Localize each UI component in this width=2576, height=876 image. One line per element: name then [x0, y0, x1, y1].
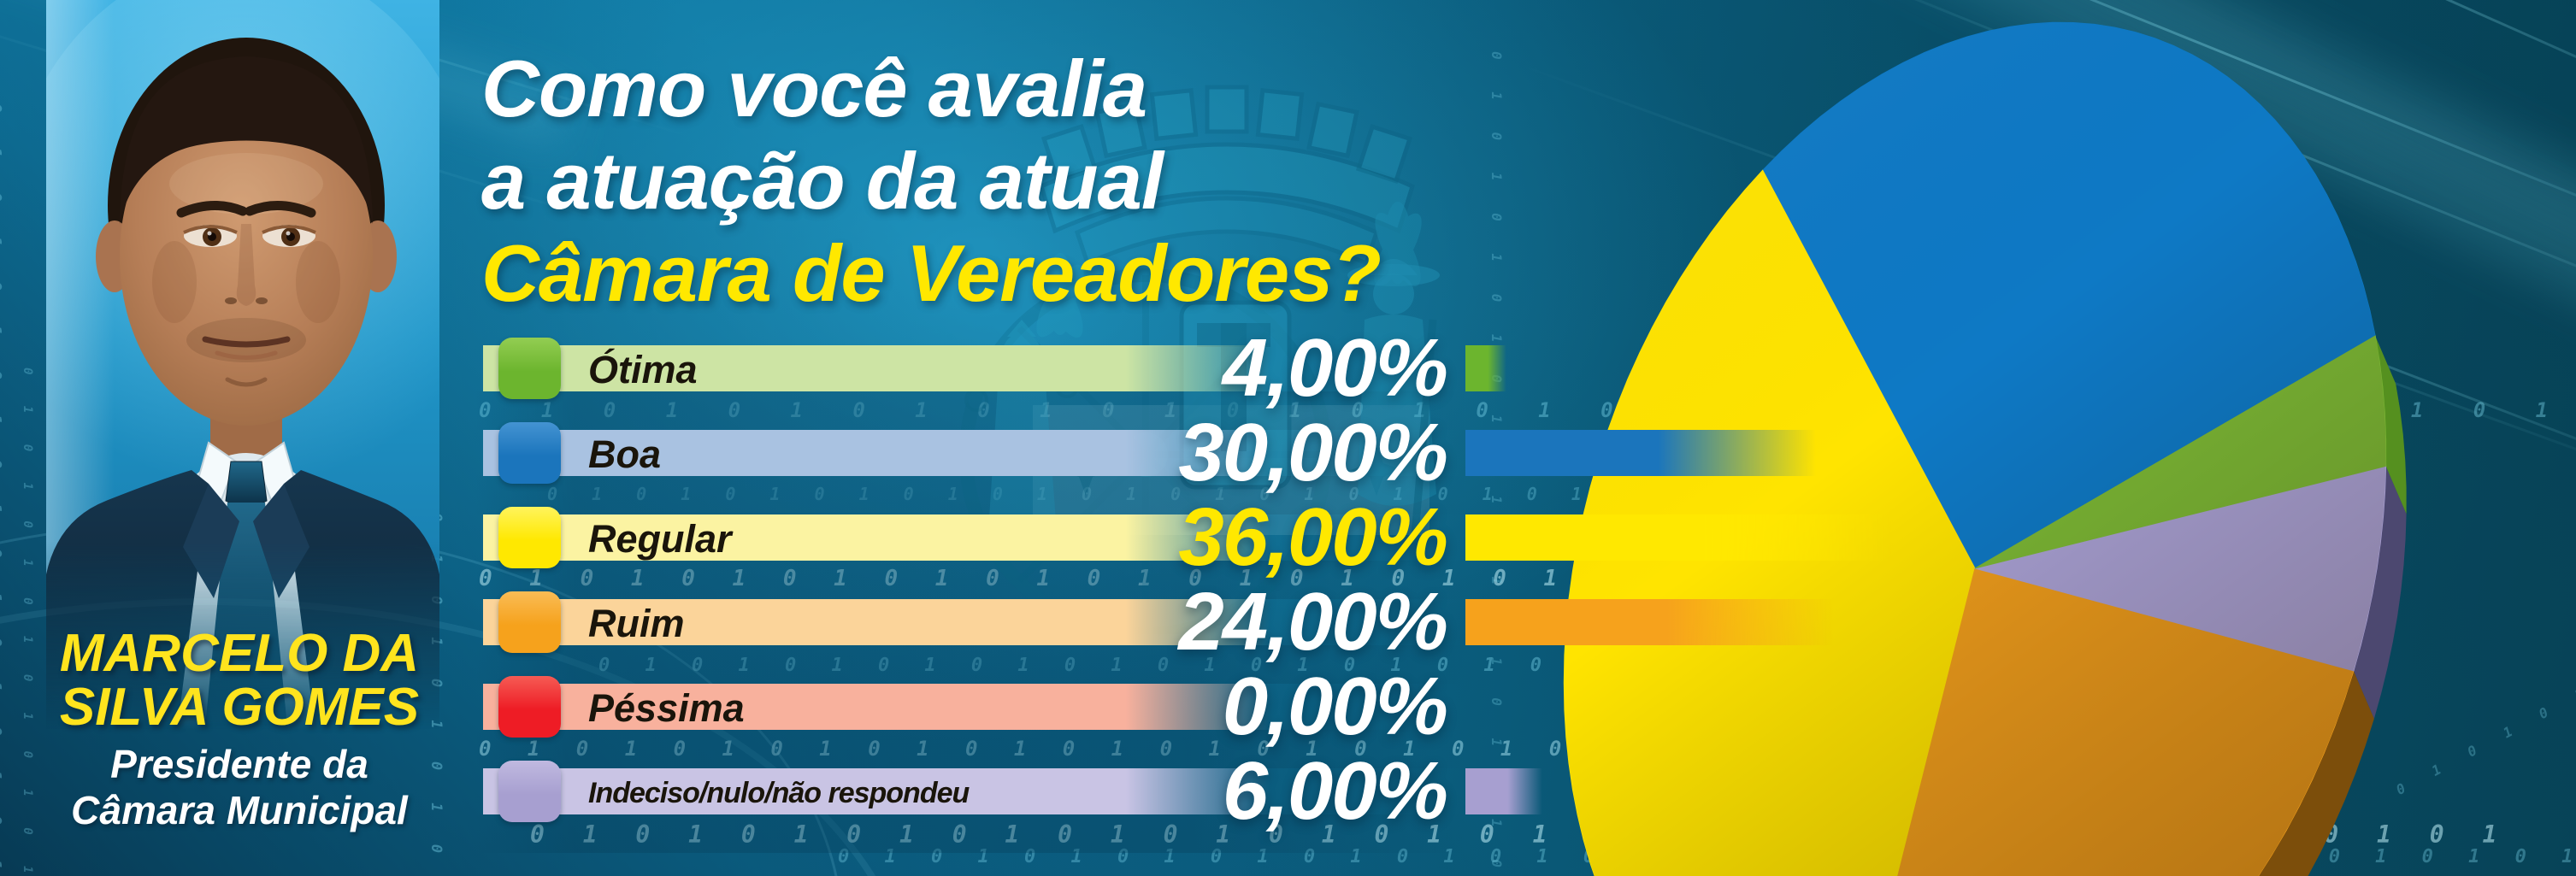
binary-texture: 0 1 0 1 0 1 0 1 0 1 0 1 0 1 0 1 0 1 0 1 … — [21, 367, 34, 876]
poll-row-band — [483, 514, 1287, 561]
poll-row-value: 6,00% — [1222, 745, 1448, 837]
lapel-right — [253, 484, 309, 598]
eyebrow-left — [176, 200, 248, 218]
poll-row-value: 30,00% — [1178, 407, 1448, 498]
row-gap-shade — [475, 645, 1467, 684]
poll-row-bar — [1465, 514, 1893, 561]
poll-row-value: 0,00% — [1222, 661, 1448, 752]
legend-color-swatch — [498, 761, 561, 822]
person-role-line1: Presidente da — [110, 742, 368, 786]
legend-color-swatch — [498, 591, 561, 653]
legend-color-swatch — [498, 676, 561, 738]
row-gap-shade — [475, 476, 1467, 514]
poll-row-band — [483, 345, 1287, 391]
legend-color-swatch — [498, 338, 561, 399]
poll-row-label: Péssima — [588, 686, 745, 730]
legend-color-swatch — [498, 507, 561, 568]
row-gap-shade — [475, 561, 1467, 599]
question-title-line2: a atuação da atual — [481, 136, 1164, 226]
binary-texture: 0 1 0 1 0 1 0 1 0 1 0 1 0 1 0 1 0 1 0 1 … — [0, 103, 5, 876]
poll-row-label: Indeciso/nulo/não respondeu — [588, 777, 970, 809]
poll-row-label: Ruim — [588, 602, 685, 645]
nose — [236, 224, 256, 306]
poll-row-bar — [1465, 345, 1506, 391]
question-title-line1: Como você avalia — [481, 44, 1147, 133]
question-title: Como você avalia a atuação da atual Câma… — [481, 43, 1382, 320]
question-title-line3: Câmara de Vereadores? — [481, 228, 1382, 318]
poll-row-band — [483, 430, 1287, 476]
poll-row-value: 4,00% — [1222, 322, 1448, 414]
row-gap-shade — [475, 814, 1467, 853]
poll-row-bar — [1465, 599, 1833, 645]
person-role-line2: Câmara Municipal — [71, 787, 408, 832]
suit-right — [284, 470, 439, 752]
lapel-left — [183, 484, 239, 598]
eye-left — [183, 225, 238, 247]
hair-front — [120, 56, 373, 224]
person-name: MARCELO DA SILVA GOMES — [34, 624, 445, 738]
person-role: Presidente da Câmara Municipal — [34, 742, 445, 834]
legend-color-swatch — [498, 422, 561, 484]
poll-row-label: Regular — [588, 517, 732, 561]
poll-row-value: 36,00% — [1178, 491, 1448, 583]
person-name-line2: SILVA GOMES — [59, 678, 420, 738]
poll-row-band — [483, 768, 1287, 814]
portrait-illustration — [46, 0, 439, 752]
poll-row-value: 24,00% — [1178, 576, 1448, 667]
mouth — [202, 336, 291, 348]
suit-left — [46, 470, 209, 752]
tie-knot — [225, 461, 268, 508]
row-gap-shade — [475, 730, 1467, 768]
poll-row-band — [483, 599, 1287, 645]
poll-row-label: Boa — [588, 432, 662, 476]
poll-row-bar — [1465, 768, 1542, 814]
portrait-photo — [46, 0, 439, 752]
row-gap-shade — [475, 391, 1467, 430]
poll-row-bar — [1465, 430, 1816, 476]
person-name-line1: MARCELO DA — [59, 624, 420, 683]
eye-right — [262, 225, 316, 247]
poll-row-label: Ótima — [588, 348, 698, 391]
poll-row-band — [483, 684, 1287, 730]
eyebrow-right — [245, 200, 316, 218]
face — [120, 87, 373, 426]
